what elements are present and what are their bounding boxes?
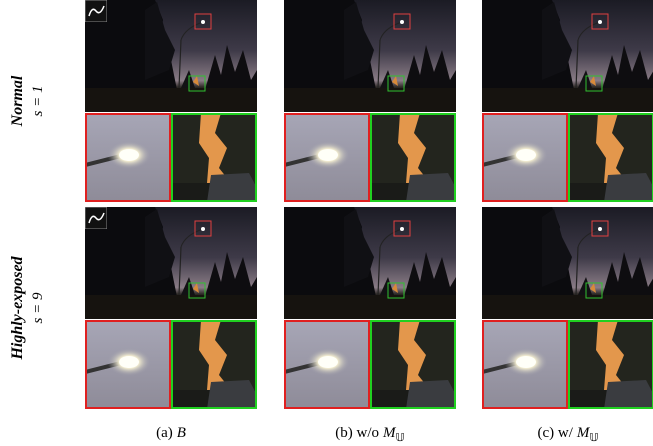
caption-prefix: (c) w/ [537, 425, 573, 441]
kernel-inset [85, 207, 107, 229]
row-param: s = 9 [30, 292, 46, 323]
row-label: Highly-exposed [9, 255, 26, 360]
scene-image [482, 0, 653, 112]
red-crop [482, 320, 568, 409]
green-crop [568, 113, 653, 202]
caption-sub: 𝕌 [589, 432, 598, 444]
figure: Normals = 1 Highly-exposeds = 9 (a)B (b) w/… [0, 0, 653, 446]
scene-image [482, 207, 653, 319]
kernel-inset [85, 0, 107, 22]
caption-sub: 𝕌 [396, 432, 405, 444]
red-crop [85, 113, 171, 202]
caption: (c) w/M𝕌 [537, 425, 598, 444]
green-crop [370, 113, 456, 202]
row-param: s = 1 [30, 86, 46, 117]
caption-prefix: (a) [156, 425, 173, 441]
scene-image [85, 0, 257, 112]
panels [85, 0, 653, 409]
row-label: Normal [9, 75, 26, 127]
red-crop [482, 113, 568, 202]
page: Normals = 1 Highly-exposeds = 9 (a)B (b) w/… [0, 0, 653, 446]
red-crop [284, 320, 370, 409]
red-crop [284, 113, 370, 202]
caption: (a)B [156, 425, 186, 441]
green-crop [171, 113, 257, 202]
green-crop [171, 320, 257, 409]
scene-image [85, 207, 257, 319]
caption-math: B [177, 425, 186, 441]
scene-image [284, 207, 456, 319]
green-crop [370, 320, 456, 409]
green-crop [568, 320, 653, 409]
red-crop [85, 320, 171, 409]
caption-prefix: (b) w/o [335, 425, 379, 441]
scene-image [284, 0, 456, 112]
